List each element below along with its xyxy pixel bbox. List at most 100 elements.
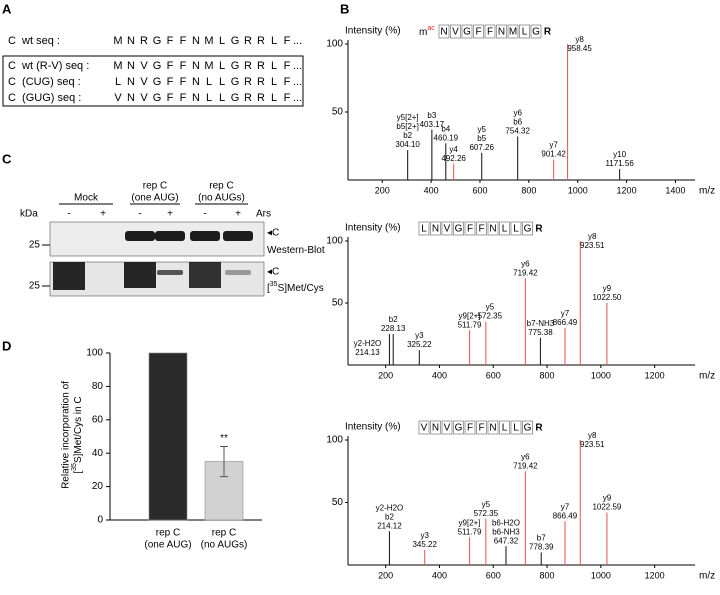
residue: N	[498, 27, 505, 38]
residue: G	[231, 92, 240, 104]
y-label-part: S]Met/Cys in C	[73, 396, 84, 463]
residue: L	[115, 76, 121, 88]
residue: N	[489, 224, 496, 235]
peak-label: y5	[486, 303, 495, 312]
residue: L	[271, 60, 277, 72]
prefix: m	[419, 27, 427, 38]
peak-mz: 214.12	[377, 521, 402, 530]
residue-box	[519, 24, 530, 39]
x-tick-label: 200	[375, 185, 390, 195]
x-tick-label: 1000	[568, 185, 588, 195]
residue-box	[507, 24, 519, 39]
peak-label: b2	[389, 315, 398, 324]
residue-box	[430, 221, 441, 236]
peak-label: y7	[549, 141, 558, 150]
peak-mz: 647.32	[494, 536, 519, 545]
group-label: (one AUG)	[131, 193, 178, 204]
residue-box	[473, 24, 484, 39]
residue: G	[153, 35, 162, 47]
peak-label: y3	[420, 531, 429, 540]
residue: F	[475, 27, 481, 38]
residue: M	[113, 60, 122, 72]
peak-mz: 345.22	[412, 540, 437, 549]
residue-box	[496, 24, 507, 39]
residue: V	[140, 92, 148, 104]
residue: F	[180, 76, 187, 88]
sequence-label: C (CUG) seq :	[8, 76, 81, 88]
residue: L	[219, 76, 225, 88]
residue: R	[257, 92, 265, 104]
residue-box	[522, 221, 533, 236]
residue: L	[271, 92, 277, 104]
panel-letter: A	[2, 1, 12, 16]
peak-label: y9[2+]	[459, 311, 481, 320]
residue-box	[453, 420, 464, 435]
residue: V	[140, 76, 148, 88]
residue: G	[231, 60, 240, 72]
residue: F	[180, 60, 187, 72]
significance: **	[220, 433, 228, 444]
band	[189, 262, 221, 288]
sequence-label: C (GUG) seq :	[8, 92, 81, 104]
y-label-line: [35S]Met/Cys in C	[71, 396, 84, 473]
residue: F	[167, 76, 174, 88]
peak-label: y6	[521, 452, 530, 461]
residue: G	[153, 76, 162, 88]
treatment-label: Ars	[256, 209, 271, 220]
residue-box	[461, 24, 473, 39]
peak-label: b6-H2O	[492, 518, 520, 527]
residue-box	[510, 420, 522, 435]
peak-label: b7-NH3	[527, 319, 555, 328]
residue: M	[113, 35, 122, 47]
band	[53, 262, 85, 290]
residue: N	[127, 76, 135, 88]
residue-box	[441, 221, 453, 236]
residue-box	[476, 420, 487, 435]
residue: N	[432, 423, 439, 434]
residue: F	[487, 27, 493, 38]
residue: F	[284, 60, 291, 72]
residue: N	[127, 60, 135, 72]
residue-box	[430, 420, 441, 435]
peak-label: b6-NH3	[492, 527, 520, 536]
residue: L	[271, 76, 277, 88]
residue-box	[464, 221, 476, 236]
residue: R	[535, 423, 543, 434]
x-tick-label: 1000	[591, 570, 611, 580]
peak-label: y5	[478, 125, 487, 134]
x-tick-label: (one AUG)	[144, 540, 191, 551]
peak-label: b7	[537, 534, 546, 543]
residue: G	[532, 27, 540, 38]
band	[125, 231, 155, 241]
x-tick-label: 200	[378, 570, 393, 580]
peak-label: b6	[513, 118, 522, 127]
residue: V	[444, 423, 451, 434]
x-axis-title: m/z	[699, 571, 715, 582]
x-tick-label: 600	[486, 370, 501, 380]
residue: R	[244, 60, 252, 72]
peak-label: b4	[441, 124, 450, 133]
residue-box	[418, 221, 430, 236]
y-label-part: [	[73, 471, 84, 474]
residue: V	[444, 224, 451, 235]
x-tick-label: rep C	[212, 528, 236, 539]
x-tick-label: 600	[472, 185, 487, 195]
residue-box	[418, 420, 430, 435]
size-unit: kDa	[20, 209, 38, 220]
residue: F	[478, 423, 484, 434]
peak-label: b2	[385, 512, 394, 521]
peak-mz: 1022.50	[592, 293, 621, 302]
peak-mz: 754.32	[505, 127, 530, 136]
residue: F	[467, 224, 473, 235]
residue: N	[489, 423, 496, 434]
y-axis-title: Intensity (%)	[345, 422, 401, 433]
peak-mz: 1022.59	[592, 503, 621, 512]
band	[155, 231, 185, 241]
peak-label: y10	[613, 150, 626, 159]
residue: L	[502, 423, 508, 434]
residue: M	[509, 27, 517, 38]
peak-mz: 607.26	[469, 143, 494, 152]
residue: G	[455, 423, 463, 434]
treatment-sign: +	[235, 209, 241, 220]
residue: G	[231, 35, 240, 47]
